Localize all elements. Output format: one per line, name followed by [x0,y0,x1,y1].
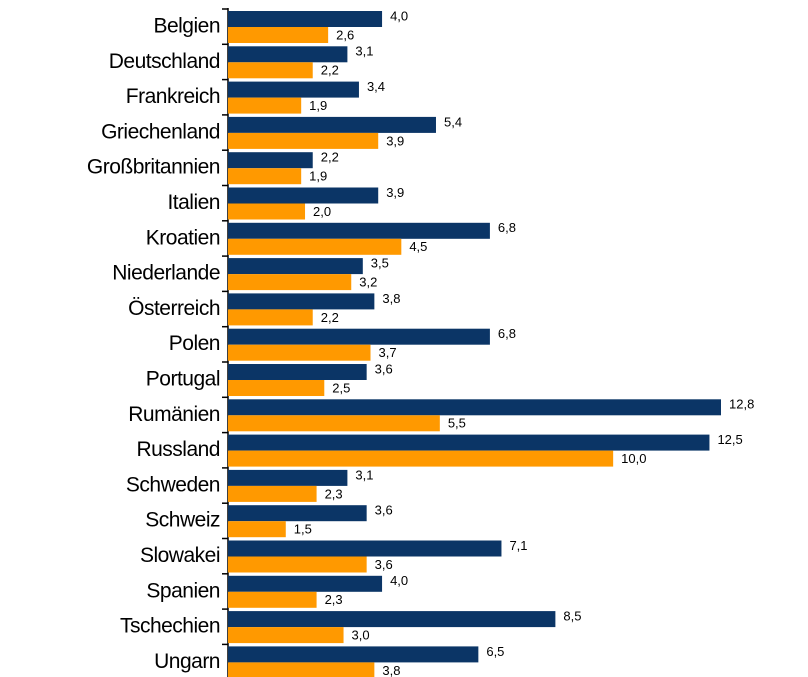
value-label: 2,2 [321,310,339,325]
value-label: 10,0 [621,451,646,466]
bar [228,364,367,380]
value-label: 6,8 [498,220,516,235]
value-label: 6,5 [486,644,504,659]
category-label: Polen [169,332,220,355]
bar [228,309,313,326]
value-label: 3,6 [375,503,393,518]
value-label: 2,2 [321,63,339,78]
value-label: 7,1 [509,538,527,553]
bar [228,11,383,27]
value-label: 5,5 [448,416,466,431]
bar [228,611,556,628]
category-label: Slowakei [140,544,220,567]
bar [228,575,383,592]
bar [228,415,440,432]
value-label: 12,5 [717,432,742,447]
bar [228,238,402,255]
value-label: 3,7 [379,345,397,360]
value-label: 1,9 [309,98,327,113]
bar [228,132,379,149]
bar [228,450,614,467]
bar [228,556,367,573]
bar [228,203,306,220]
bar [228,328,490,345]
value-label: 4,5 [409,239,427,254]
category-label: Portugal [146,368,220,391]
bar [228,187,379,204]
bar [228,399,721,416]
bar [228,540,502,557]
bar [228,81,359,98]
bar [228,469,348,486]
bar [228,258,363,275]
category-label: Frankreich [126,85,220,108]
value-label: 3,4 [367,79,385,94]
value-label: 3,2 [359,275,377,290]
value-label: 3,6 [375,557,393,572]
category-label: Rumänien [128,403,220,426]
category-label: Großbritannien [87,156,220,179]
bar [228,46,348,63]
bar [228,222,490,239]
value-label: 1,5 [294,522,312,537]
bar [228,97,302,114]
category-label: Griechenland [101,120,220,143]
bar [228,344,371,361]
category-label: Russland [136,438,220,461]
bar [228,116,436,133]
value-label: 2,6 [336,27,354,42]
bar [228,662,375,677]
bar [228,485,317,502]
bar [228,646,479,663]
value-label: 1,9 [309,169,327,184]
bar [228,152,313,169]
category-label: Belgien [153,15,220,38]
bar [228,627,344,644]
value-label: 3,8 [382,663,400,677]
bar [228,505,367,522]
category-label: Italien [167,191,220,214]
value-label: 3,8 [382,291,400,306]
value-label: 4,0 [390,8,408,23]
category-label: Ungarn [154,650,220,673]
bar [228,62,313,79]
value-label: 3,1 [355,467,373,482]
bar [228,521,286,538]
value-label: 3,6 [375,361,393,376]
category-label: Deutschland [109,50,220,73]
value-label: 3,0 [352,628,370,643]
bar [228,27,329,43]
category-label: Spanien [146,579,220,602]
value-label: 3,5 [371,256,389,271]
value-label: 2,2 [321,150,339,165]
value-label: 2,0 [313,204,331,219]
value-label: 2,3 [325,592,343,607]
category-label: Österreich [128,297,220,320]
category-label: Schweiz [145,509,220,532]
value-label: 3,1 [355,44,373,59]
value-label: 2,3 [325,486,343,501]
value-label: 2,5 [332,380,350,395]
value-label: 5,4 [444,114,462,129]
bar [228,434,710,451]
value-label: 3,9 [386,185,404,200]
bar [228,274,352,291]
category-label: Kroatien [146,226,220,249]
bar [228,380,325,396]
bar [228,591,317,608]
value-label: 3,9 [386,133,404,148]
value-label: 12,8 [729,397,754,412]
bar [228,293,375,310]
category-label: Niederlande [112,262,220,285]
category-label: Schweden [126,473,220,496]
value-label: 8,5 [563,609,581,624]
bar [228,168,302,185]
value-label: 4,0 [390,573,408,588]
value-label: 6,8 [498,326,516,341]
category-label: Tschechien [120,615,220,638]
